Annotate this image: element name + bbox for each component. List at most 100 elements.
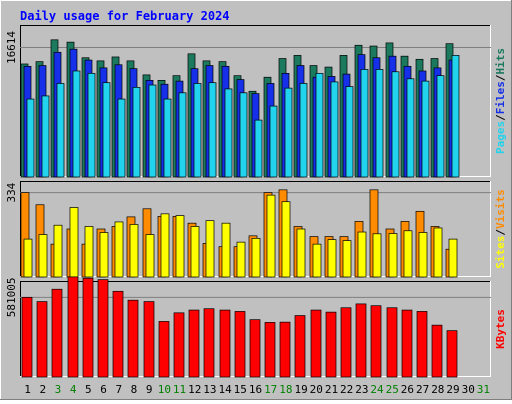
hits-files-pages-bar-pages-day-17 (269, 105, 278, 178)
hits-files-pages-bar-pages-day-16 (254, 119, 263, 178)
chart-title: Daily usage for February 2024 (20, 9, 230, 23)
sites-visits-ylabel-part: Sites (494, 236, 507, 269)
x-tick-label-day-6: 6 (100, 383, 107, 396)
kbytes-bar-kbytes-day-21 (325, 311, 337, 378)
x-tick-label-day-2: 2 (39, 383, 46, 396)
hits-files-pages-bar-pages-day-15 (239, 92, 248, 178)
hits-files-pages-ylabel-separator: / (494, 114, 507, 121)
kbytes-ytick-label: 581005 (5, 277, 18, 317)
kbytes-bar-kbytes-day-18 (279, 321, 291, 378)
sites-visits-ylabel: Sites/Visits (494, 189, 507, 269)
kbytes-bar-kbytes-day-28 (431, 324, 443, 378)
x-tick-label-day-1: 1 (24, 383, 31, 396)
x-tick-label-day-5: 5 (85, 383, 92, 396)
hits-files-pages-ylabel: Pages/Files/Hits (494, 48, 507, 154)
sites-visits-bar-sites-day-5 (84, 226, 94, 278)
x-tick-label-day-9: 9 (146, 383, 153, 396)
x-tick-label-day-19: 19 (294, 383, 307, 396)
kbytes-bar-kbytes-day-7 (112, 290, 124, 378)
x-tick-label-day-10: 10 (158, 383, 171, 396)
hits-files-pages-bar-pages-day-23 (360, 69, 369, 178)
sites-visits-bar-sites-day-16 (251, 237, 261, 278)
sites-visits-bar-sites-day-9 (145, 234, 155, 278)
sites-visits-ylabel-separator: / (494, 229, 507, 236)
x-tick-label-day-27: 27 (416, 383, 429, 396)
sites-visits-bar-sites-day-14 (221, 222, 231, 278)
sites-visits-bar-sites-day-6 (99, 232, 109, 278)
kbytes-bar-kbytes-day-6 (97, 279, 109, 378)
sites-visits-bar-sites-day-21 (327, 239, 337, 278)
kbytes-ylabel: KBytes (494, 309, 507, 349)
sites-visits-bar-sites-day-22 (342, 240, 352, 278)
hits-files-pages-bar-pages-day-28 (436, 75, 445, 178)
kbytes-ylabel-part: KBytes (494, 309, 507, 349)
kbytes-bar-kbytes-day-25 (386, 307, 398, 378)
x-tick-label-day-22: 22 (340, 383, 353, 396)
x-tick-label-day-16: 16 (249, 383, 262, 396)
kbytes-bar-kbytes-day-3 (51, 288, 63, 378)
sites-visits-ylabel-part: Visits (494, 189, 507, 229)
hits-files-pages-bar-pages-day-29 (451, 55, 460, 178)
x-tick-label-day-14: 14 (218, 383, 232, 396)
x-tick-label-day-13: 13 (203, 383, 216, 396)
kbytes-bar-kbytes-day-19 (294, 315, 306, 378)
kbytes-bar-kbytes-day-8 (127, 299, 139, 378)
kbytes-bar-kbytes-day-15 (234, 311, 246, 378)
hits-files-pages-bar-pages-day-18 (284, 87, 293, 178)
hits-files-pages-ylabel-part: Pages (494, 121, 507, 154)
hits-files-pages-bar-pages-day-21 (330, 81, 339, 178)
x-tick-label-day-15: 15 (234, 383, 247, 396)
sites-visits-bar-sites-day-18 (281, 201, 291, 278)
sites-visits-bar-sites-day-13 (205, 220, 215, 278)
sites-visits-bar-sites-day-4 (69, 207, 79, 278)
sites-visits-bar-sites-day-3 (53, 224, 63, 278)
hits-files-pages-bar-pages-day-7 (117, 98, 126, 178)
sites-visits-bar-sites-day-20 (312, 243, 322, 278)
sites-visits-bar-sites-day-1 (23, 238, 33, 278)
kbytes-bar-kbytes-day-27 (416, 311, 428, 378)
hits-files-pages-bar-pages-day-6 (102, 82, 111, 178)
x-tick-label-day-7: 7 (115, 383, 122, 396)
x-tick-label-day-24: 24 (370, 383, 384, 396)
sites-visits-bar-sites-day-8 (129, 224, 139, 278)
hits-files-pages-bar-pages-day-3 (56, 83, 65, 178)
x-tick-label-day-4: 4 (70, 383, 77, 396)
kbytes-bar-kbytes-day-22 (340, 307, 352, 378)
hits-files-pages-bar-pages-day-5 (87, 72, 96, 178)
x-tick-label-day-30: 30 (462, 383, 475, 396)
kbytes-panel: 581005 KBytes (5, 276, 507, 378)
hits-files-pages-ylabel-part: Hits (494, 48, 507, 75)
kbytes-bar-kbytes-day-20 (310, 309, 322, 378)
sites-visits-bar-sites-day-29 (448, 238, 458, 278)
hits-files-pages-bar-pages-day-2 (41, 95, 50, 178)
hits-files-pages-bar-pages-day-4 (72, 70, 81, 178)
sites-visits-bar-sites-day-7 (114, 221, 124, 278)
x-tick-label-day-21: 21 (325, 383, 338, 396)
x-tick-label-day-8: 8 (131, 383, 138, 396)
kbytes-bar-kbytes-day-29 (446, 330, 458, 378)
kbytes-bar-kbytes-day-9 (143, 301, 155, 378)
kbytes-bar-kbytes-day-11 (173, 312, 185, 378)
sites-visits-bar-sites-day-26 (403, 230, 413, 278)
x-tick-label-day-11: 11 (173, 383, 186, 396)
kbytes-bar-kbytes-day-26 (401, 309, 413, 378)
kbytes-bar-kbytes-day-24 (370, 305, 382, 378)
kbytes-bar-kbytes-day-1 (21, 296, 33, 378)
sites-visits-bar-sites-day-2 (38, 234, 48, 278)
kbytes-bar-kbytes-day-16 (249, 319, 261, 378)
sites-visits-bar-sites-day-10 (160, 213, 170, 278)
hits-files-pages-bar-pages-day-10 (163, 98, 172, 178)
x-tick-label-day-17: 17 (264, 383, 277, 396)
sites-visits-bar-sites-day-23 (357, 231, 367, 278)
hits-files-pages-bar-pages-day-27 (421, 80, 430, 178)
kbytes-bar-kbytes-day-14 (219, 309, 231, 378)
hits-files-pages-bar-pages-day-9 (148, 84, 157, 178)
x-tick-label-day-28: 28 (431, 383, 444, 396)
hits-files-pages-bar-pages-day-13 (208, 82, 217, 178)
x-tick-label-day-18: 18 (279, 383, 292, 396)
sites-visits-bar-sites-day-15 (236, 241, 246, 278)
kbytes-bar-kbytes-day-2 (36, 301, 48, 378)
x-tick-label-day-25: 25 (386, 383, 399, 396)
